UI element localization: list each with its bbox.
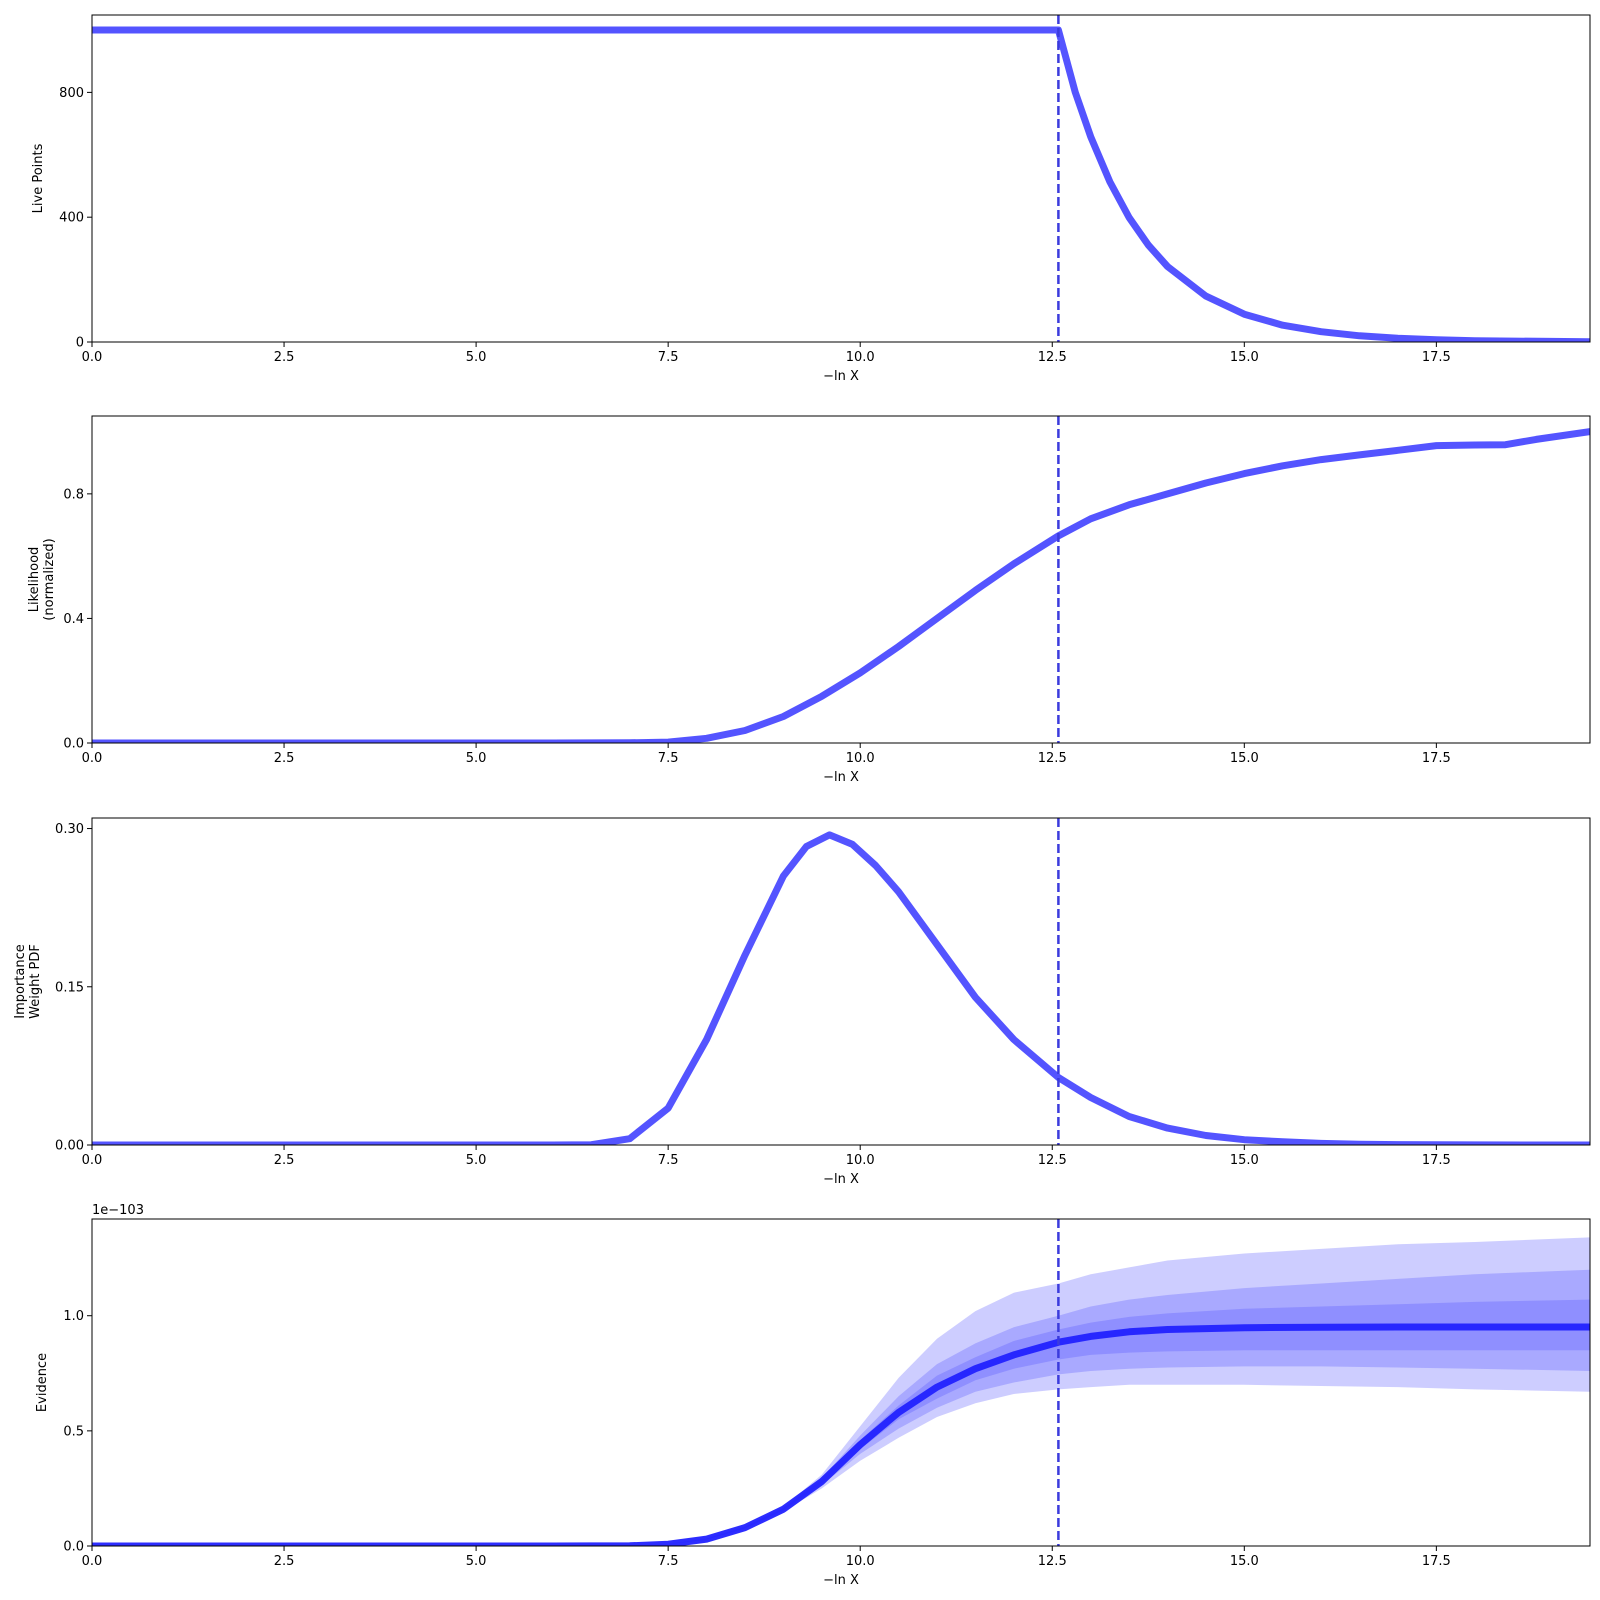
x-tick-label: 12.5 [1038, 1153, 1067, 1168]
y-tick-label: 0 [76, 336, 84, 351]
x-tick-label: 17.5 [1422, 350, 1451, 365]
axes-frame [91, 14, 1591, 343]
panel-1: 0.0 2.5 5.0 7.5 10.0 12.5 15.0 17.5 0 400 800 −ln X… [31, 14, 1591, 384]
y-tick-label: 0.8 [63, 487, 84, 502]
x-axis-label: −ln X [823, 1172, 859, 1187]
x-tick-label: 12.5 [1038, 350, 1067, 365]
confidence-band-1 [92, 1237, 1590, 1546]
x-tick-label: 17.5 [1422, 1153, 1451, 1168]
x-tick-label: 7.5 [658, 751, 679, 766]
y-tick-label: 0.00 [55, 1139, 84, 1154]
x-tick-label: 7.5 [658, 1153, 679, 1168]
plot-area-4 [92, 1219, 1590, 1546]
x-tick-label: 10.0 [846, 1554, 875, 1569]
x-tick-label: 2.5 [274, 751, 295, 766]
series-line-2-1 [92, 428, 1590, 743]
panel-2: 0.0 2.5 5.0 7.5 10.0 12.5 15.0 17.5 0.0 0.4 0.8 −ln… [27, 415, 1591, 785]
y-axis-label: Evidence [35, 1353, 50, 1412]
x-tick-label: 12.5 [1038, 751, 1067, 766]
x-tick-label: 17.5 [1422, 751, 1451, 766]
x-tick-label: 0.0 [82, 751, 103, 766]
panel-4: 0.0 2.5 5.0 7.5 10.0 12.5 15.0 17.5 0.0 0.5 1.0 −ln… [35, 1203, 1591, 1588]
y-tick-label: 1.0 [63, 1309, 84, 1324]
y-tick-label: 0.5 [63, 1424, 84, 1439]
x-tick-label: 5.0 [466, 350, 487, 365]
x-tick-label: 7.5 [658, 1554, 679, 1569]
y-axis-label-line: Weight PDF [28, 944, 43, 1019]
x-tick-label: 5.0 [466, 1554, 487, 1569]
y-tick-label: 0.4 [63, 612, 84, 627]
y-tick-label: 0.0 [63, 737, 84, 752]
y-axis-label: Live Points [31, 143, 46, 213]
y-axis-label: Likelihood(normalized) [27, 538, 57, 620]
x-tick-label: 0.0 [82, 1153, 103, 1168]
x-tick-label: 2.5 [274, 1153, 295, 1168]
series-line-3-1 [92, 831, 1590, 1145]
y-tick-label: 0.15 [55, 980, 84, 995]
y-tick-label: 800 [59, 86, 84, 101]
x-tick-label: 15.0 [1230, 350, 1259, 365]
x-tick-label: 7.5 [658, 350, 679, 365]
x-tick-label: 10.0 [846, 350, 875, 365]
x-tick-label: 15.0 [1230, 1554, 1259, 1569]
plot-area-2 [92, 416, 1590, 743]
x-axis-label: −ln X [823, 770, 859, 785]
axes-frame [91, 817, 1591, 1146]
x-tick-label: 5.0 [466, 751, 487, 766]
y-axis-label-line: Evidence [35, 1353, 50, 1412]
confidence-band-3 [92, 1299, 1590, 1546]
plot-area-3 [92, 818, 1590, 1145]
y-axis-label-line: Likelihood [27, 547, 42, 613]
x-axis-label: −ln X [823, 369, 859, 384]
x-tick-label: 2.5 [274, 1554, 295, 1569]
y-axis-label: ImportanceWeight PDF [13, 944, 43, 1019]
x-tick-label: 10.0 [846, 1153, 875, 1168]
confidence-band-2 [92, 1269, 1590, 1546]
y-tick-label: 0.0 [63, 1540, 84, 1555]
x-axis-label: −ln X [823, 1573, 859, 1588]
y-axis-label-line: (normalized) [42, 538, 57, 620]
x-tick-label: 2.5 [274, 350, 295, 365]
y-tick-label: 0.30 [55, 822, 84, 837]
x-tick-label: 12.5 [1038, 1554, 1067, 1569]
axes-frame [91, 1218, 1591, 1547]
x-tick-label: 0.0 [82, 1554, 103, 1569]
x-tick-label: 0.0 [82, 350, 103, 365]
y-axis-label-line: Importance [13, 944, 28, 1019]
x-tick-label: 15.0 [1230, 751, 1259, 766]
axes-frame [91, 415, 1591, 744]
y-offset-label: 1e−103 [92, 1203, 144, 1218]
panel-3: 0.0 2.5 5.0 7.5 10.0 12.5 15.0 17.5 0.00 0.15 0.30… [13, 817, 1591, 1187]
x-tick-label: 17.5 [1422, 1554, 1451, 1569]
y-tick-label: 400 [59, 211, 84, 226]
plot-area-1 [92, 15, 1590, 342]
series-line-1-1 [92, 26, 1590, 342]
y-axis-label-line: Live Points [31, 143, 46, 213]
x-tick-label: 5.0 [466, 1153, 487, 1168]
x-tick-label: 10.0 [846, 751, 875, 766]
x-tick-label: 15.0 [1230, 1153, 1259, 1168]
